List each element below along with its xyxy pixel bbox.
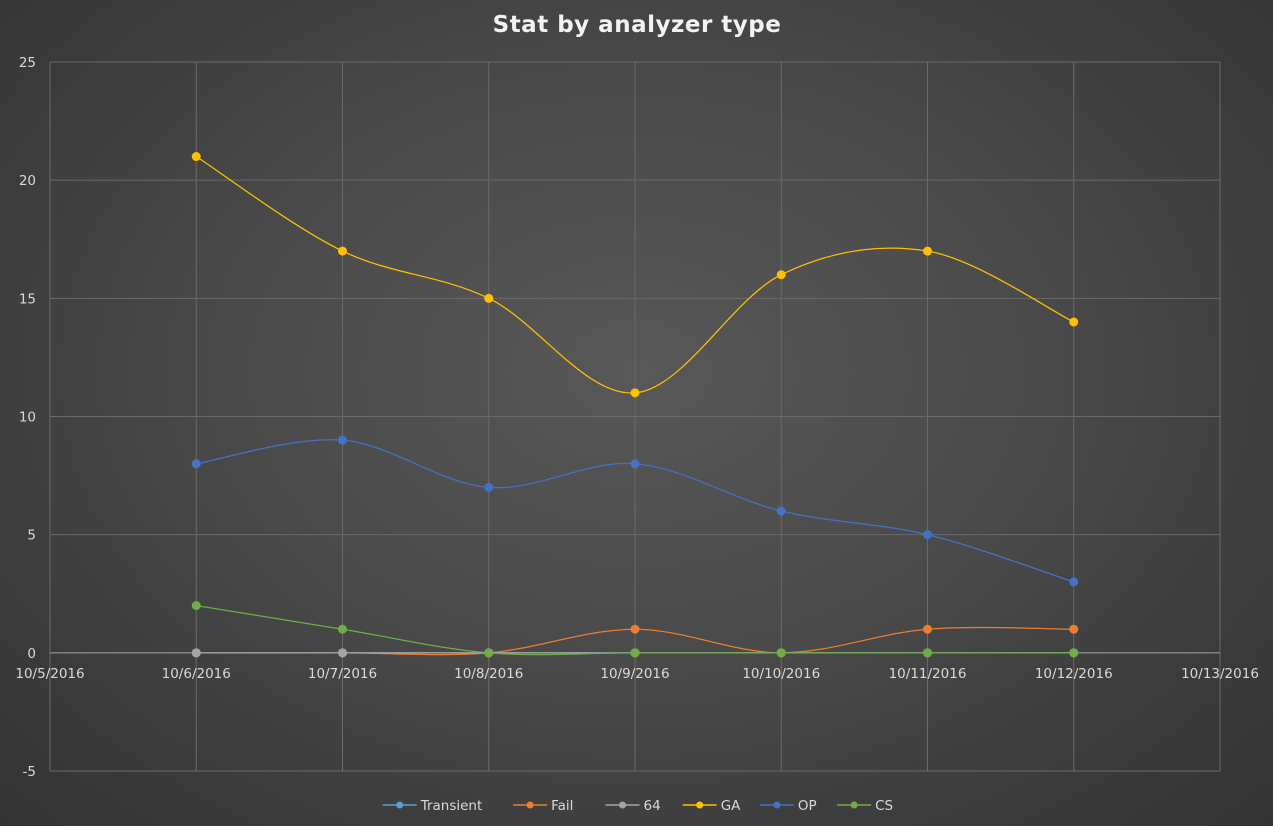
legend-swatch-marker: [850, 801, 858, 809]
legend-item-op: OP: [759, 798, 817, 814]
x-tick-label: 10/11/2016: [889, 666, 967, 682]
data-point: [484, 293, 494, 303]
chart-title: Stat by analyzer type: [493, 12, 782, 38]
data-point: [1069, 577, 1079, 587]
data-point: [338, 246, 347, 256]
legend-swatch-marker: [696, 801, 704, 809]
legend-label: Fail: [551, 798, 573, 814]
series-ga: [191, 152, 1079, 398]
data-point: [1069, 624, 1079, 634]
legend-swatch-marker: [396, 801, 404, 809]
legend-item-transient: Transient: [382, 798, 483, 814]
x-tick-label: 10/7/2016: [308, 666, 377, 682]
data-point: [776, 506, 786, 516]
y-tick-label: 20: [19, 173, 36, 189]
data-point: [484, 482, 494, 492]
data-point: [776, 270, 786, 280]
x-tick-label: 10/9/2016: [600, 666, 669, 682]
x-tick-label: 10/10/2016: [742, 666, 820, 682]
data-point: [630, 388, 640, 398]
data-point: [630, 648, 640, 658]
x-tick-label: 10/12/2016: [1035, 666, 1113, 682]
legend-item-64: 64: [605, 798, 661, 814]
legend-swatch-marker: [773, 801, 781, 809]
data-point: [630, 459, 640, 469]
x-tick-label: 10/13/2016: [1181, 666, 1259, 682]
data-point: [776, 648, 786, 658]
legend-item-ga: GA: [682, 798, 741, 814]
data-point: [923, 530, 932, 540]
data-point: [630, 624, 640, 634]
x-axis-tick-labels: 10/5/2016 10/6/2016 10/7/2016 10/8/2016 10/9…: [15, 666, 1259, 682]
legend-label: CS: [875, 798, 893, 814]
y-tick-label: 5: [27, 528, 36, 544]
y-tick-label: -5: [23, 764, 36, 780]
data-point: [191, 459, 201, 469]
data-point: [191, 152, 201, 162]
x-tick-label: 10/8/2016: [454, 666, 523, 682]
y-axis-tick-labels: -5 0 5 10 15 20 25: [19, 55, 36, 780]
legend-swatch-marker: [526, 801, 534, 809]
series-lines: [191, 152, 1079, 658]
data-point: [923, 648, 932, 658]
legend-swatch-marker: [619, 801, 626, 809]
legend-label: Transient: [420, 798, 483, 814]
data-point: [484, 648, 494, 658]
grid-lines: [49, 61, 1221, 772]
y-tick-label: 25: [19, 55, 36, 71]
data-point: [338, 435, 347, 445]
data-point: [191, 648, 201, 658]
data-point: [923, 624, 932, 634]
legend: Transient Fail 64 GA OP CS: [382, 798, 893, 814]
y-tick-label: 0: [27, 646, 36, 662]
series-cs: [191, 601, 1079, 658]
x-tick-label: 10/5/2016: [15, 666, 84, 682]
data-point: [923, 246, 932, 256]
data-point: [338, 648, 347, 658]
legend-label: GA: [721, 798, 741, 814]
legend-label: OP: [798, 798, 817, 814]
x-tick-label: 10/6/2016: [162, 666, 231, 682]
data-point: [338, 624, 347, 634]
data-point: [1069, 317, 1079, 327]
y-tick-label: 15: [19, 291, 36, 307]
data-point: [1069, 648, 1079, 658]
legend-item-cs: CS: [837, 798, 893, 814]
y-tick-label: 10: [19, 410, 36, 426]
legend-item-fail: Fail: [513, 798, 573, 814]
series-op: [191, 435, 1079, 587]
data-point: [191, 601, 201, 611]
legend-label: 64: [644, 798, 661, 814]
